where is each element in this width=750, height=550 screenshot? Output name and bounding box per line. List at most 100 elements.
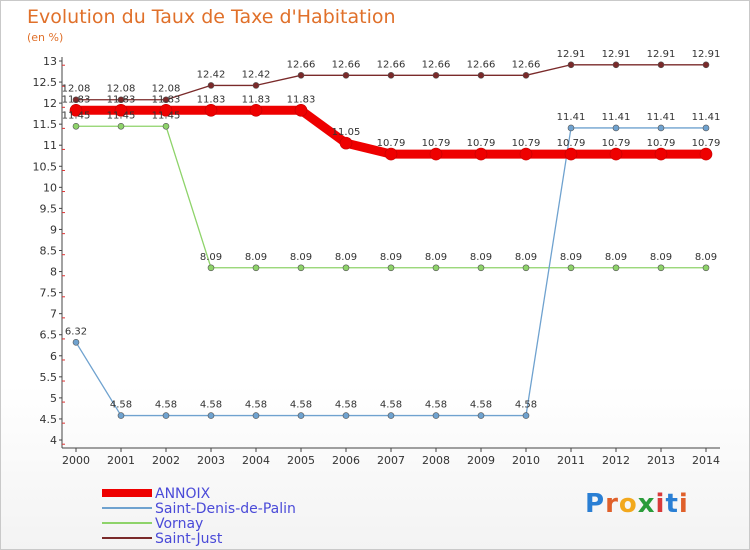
y-tick-label: 9 xyxy=(50,223,57,236)
chart-series xyxy=(69,61,713,419)
y-tick-label: 5 xyxy=(50,392,57,405)
legend-label-annoix: ANNOIX xyxy=(155,486,211,502)
data-label-saint-denis-de-palin: 6.32 xyxy=(65,326,87,337)
data-label-annoix: 11.83 xyxy=(287,94,316,105)
y-tick-label: 12 xyxy=(43,97,57,110)
data-label-saint-denis-de-palin: 4.58 xyxy=(335,400,357,411)
data-label-vornay: 8.09 xyxy=(560,252,582,263)
x-tick-label: 2007 xyxy=(377,454,405,467)
data-point-annoix xyxy=(429,147,443,161)
data-point-vornay xyxy=(252,264,260,272)
x-tick-label: 2011 xyxy=(557,454,585,467)
data-point-saint-just xyxy=(252,82,260,89)
data-label-vornay: 8.09 xyxy=(605,252,627,263)
data-label-vornay: 11.45 xyxy=(107,110,136,121)
y-tick-label: 9.5 xyxy=(40,202,58,215)
data-point-annoix xyxy=(69,103,83,117)
logo-letter: x xyxy=(637,489,656,519)
data-point-saint-just xyxy=(297,72,305,79)
data-point-vornay xyxy=(72,122,80,130)
data-label-saint-just: 12.66 xyxy=(377,59,406,70)
data-point-annoix xyxy=(294,103,308,117)
data-point-saint-denis-de-palin xyxy=(567,124,575,132)
logo-letter: P xyxy=(585,489,606,519)
data-point-saint-denis-de-palin xyxy=(297,412,305,419)
data-point-saint-just xyxy=(702,61,710,69)
data-label-annoix: 10.79 xyxy=(557,138,586,149)
data-point-annoix xyxy=(609,147,623,161)
x-tick-label: 2012 xyxy=(602,454,630,467)
data-label-vornay: 8.09 xyxy=(515,252,537,263)
data-point-annoix xyxy=(249,103,263,117)
y-tick-label: 5.5 xyxy=(40,371,58,384)
data-point-saint-denis-de-palin xyxy=(657,124,665,132)
data-point-vornay xyxy=(117,122,125,130)
data-label-saint-just: 12.91 xyxy=(692,49,721,60)
y-tick-label: 4.5 xyxy=(40,413,58,426)
data-label-vornay: 11.45 xyxy=(62,110,91,121)
data-label-vornay: 8.09 xyxy=(245,252,267,263)
x-tick-label: 2004 xyxy=(242,454,270,467)
data-label-annoix: 10.79 xyxy=(647,138,676,149)
chart-title: Evolution du Taux de Taxe d'Habitation xyxy=(27,6,396,28)
data-label-saint-denis-de-palin: 11.41 xyxy=(647,112,676,123)
data-label-saint-just: 12.66 xyxy=(422,59,451,70)
data-label-vornay: 8.09 xyxy=(290,252,312,263)
chart-axes: 4 4.5 5 5.5 6 6.5 7 7.5 8 8.5 9 9.5 10 10.5 11 11.5 12 12… xyxy=(33,55,720,467)
data-label-annoix: 11.83 xyxy=(242,94,271,105)
data-point-saint-denis-de-palin xyxy=(477,412,485,419)
data-point-saint-just xyxy=(117,96,125,104)
series-line-saint-denis-de-palin xyxy=(75,127,706,417)
data-point-vornay xyxy=(207,264,215,272)
data-label-saint-just: 12.66 xyxy=(467,59,496,70)
data-label-saint-denis-de-palin: 4.58 xyxy=(425,400,447,411)
data-label-annoix: 11.05 xyxy=(332,127,361,138)
data-point-saint-just xyxy=(342,72,350,79)
logo-letter: i xyxy=(678,489,689,519)
data-point-saint-denis-de-palin xyxy=(342,412,350,419)
data-label-saint-just: 12.91 xyxy=(647,49,676,60)
legend-swatch-annoix xyxy=(102,489,152,497)
data-point-saint-just xyxy=(207,82,215,89)
data-point-annoix xyxy=(339,136,353,150)
data-point-vornay xyxy=(612,264,620,272)
y-tick-label: 8 xyxy=(50,266,57,279)
data-label-annoix: 10.79 xyxy=(692,138,721,149)
data-label-annoix: 11.83 xyxy=(107,94,136,105)
data-point-saint-just xyxy=(522,72,530,79)
data-label-saint-denis-de-palin: 11.41 xyxy=(557,112,586,123)
x-tick-label: 2000 xyxy=(62,454,90,467)
y-tick-label: 11 xyxy=(43,139,57,152)
data-label-saint-just: 12.08 xyxy=(62,84,91,95)
data-label-vornay: 8.09 xyxy=(470,252,492,263)
data-label-vornay: 11.45 xyxy=(152,110,181,121)
y-tick-label: 10.5 xyxy=(33,160,58,173)
data-label-annoix: 10.79 xyxy=(602,138,631,149)
data-label-saint-denis-de-palin: 4.58 xyxy=(380,400,402,411)
legend-swatch-vornay xyxy=(102,522,152,524)
data-point-saint-denis-de-palin xyxy=(702,124,710,132)
data-point-annoix xyxy=(654,147,668,161)
data-point-saint-just xyxy=(477,72,485,79)
data-label-saint-just: 12.91 xyxy=(602,49,631,60)
data-point-saint-denis-de-palin xyxy=(522,412,530,419)
data-point-vornay xyxy=(342,264,350,272)
data-label-vornay: 8.09 xyxy=(380,252,402,263)
x-tick-label: 2009 xyxy=(467,454,495,467)
data-label-saint-just: 12.91 xyxy=(557,49,586,60)
data-point-saint-denis-de-palin xyxy=(162,412,170,419)
data-label-saint-denis-de-palin: 4.58 xyxy=(290,400,312,411)
legend-label-vornay: Vornay xyxy=(155,516,203,532)
data-point-annoix xyxy=(114,103,128,117)
y-tick-label: 7.5 xyxy=(40,287,58,300)
data-label-saint-denis-de-palin: 4.58 xyxy=(245,400,267,411)
data-point-vornay xyxy=(477,264,485,272)
x-tick-label: 2005 xyxy=(287,454,315,467)
data-label-vornay: 8.09 xyxy=(425,252,447,263)
x-tick-label: 2002 xyxy=(152,454,180,467)
chart-legend: ANNOIXSaint-Denis-de-PalinVornaySaint-Ju… xyxy=(102,486,296,547)
data-point-vornay xyxy=(702,264,710,272)
data-point-vornay xyxy=(522,264,530,272)
